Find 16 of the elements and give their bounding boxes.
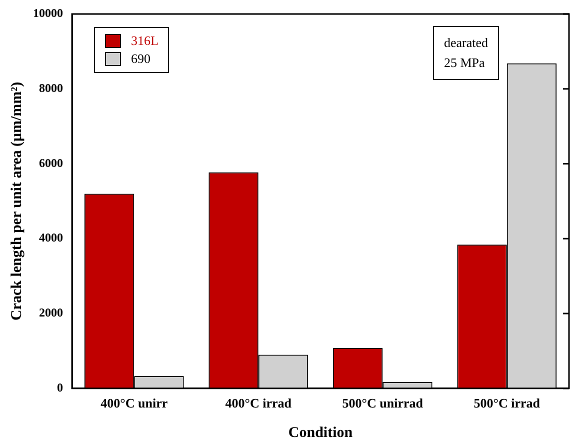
x-tick-label: 400°C irrad: [225, 396, 292, 411]
y-tick-label: 8000: [39, 80, 63, 95]
annotation: 25 MPa: [444, 54, 486, 72]
x-tick-label: 400°C unirr: [100, 396, 168, 411]
y-tick-label: 0: [57, 380, 63, 394]
y-tick-label: 10000: [33, 6, 63, 20]
y-tick-label: 4000: [39, 230, 63, 245]
y-tick-label: 2000: [39, 306, 63, 320]
legend-label: 690: [131, 51, 150, 67]
legend-label: 316L: [131, 33, 158, 49]
x-axis-title: Condition: [288, 424, 354, 441]
y-axis-title: Crack length per unit area (μm/mm²): [8, 82, 25, 321]
annotation: dearated: [444, 34, 488, 52]
y-tick-label: 6000: [39, 156, 63, 170]
x-tick-label: 500°C irrad: [474, 396, 541, 411]
x-tick-label: 500°C unirrad: [342, 396, 424, 411]
